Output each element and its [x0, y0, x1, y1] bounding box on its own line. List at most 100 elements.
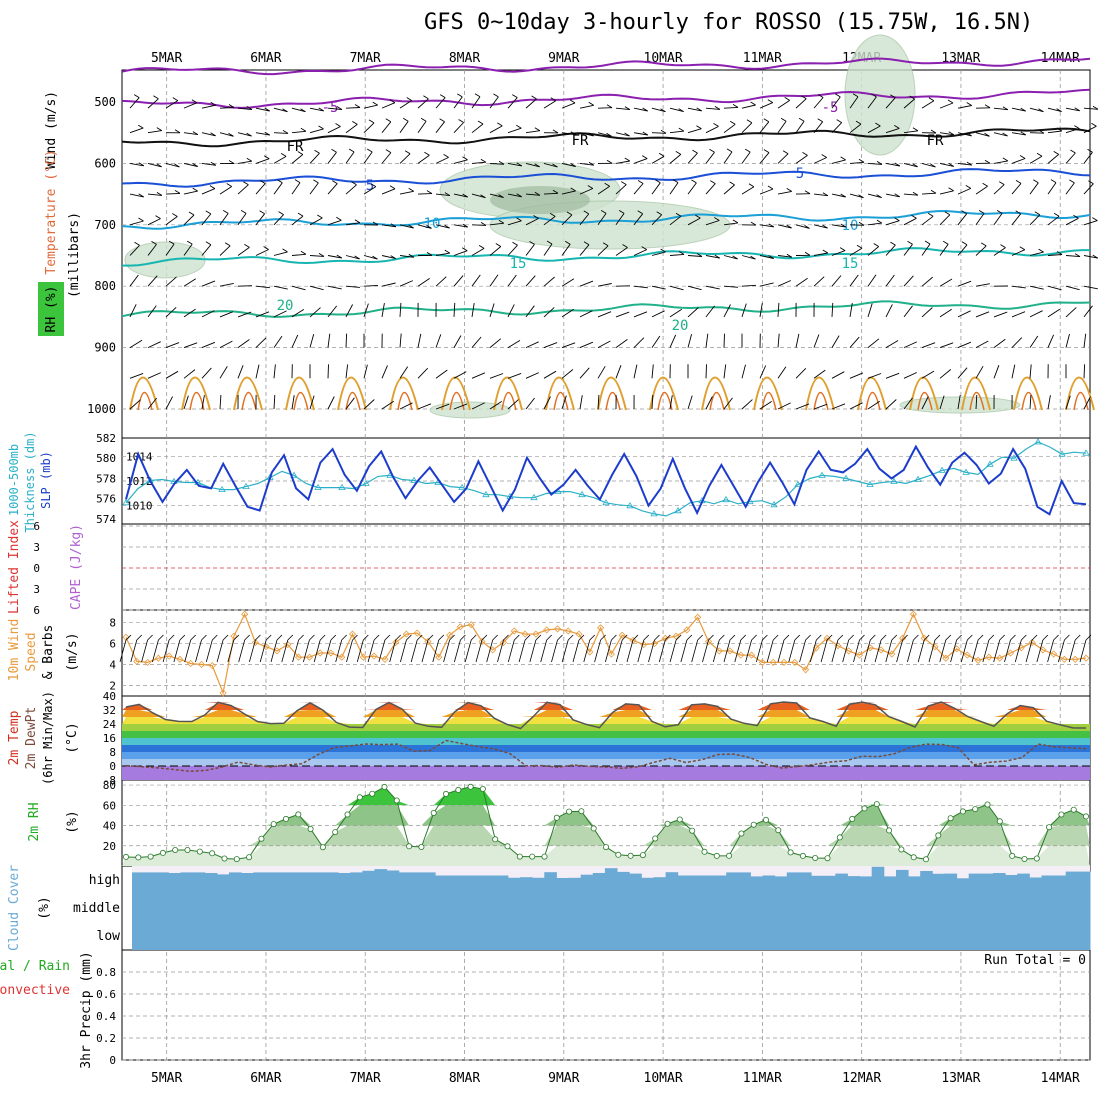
wind-barb-flag	[1019, 246, 1026, 251]
wind10-barb-flag	[945, 634, 952, 641]
wind-barb	[921, 276, 933, 287]
wind-barb-flag	[948, 163, 954, 167]
wind10-point	[963, 651, 971, 659]
rh-point	[886, 827, 893, 834]
wind10-point	[295, 653, 303, 661]
wind-barb-flag	[583, 210, 590, 215]
wind-barb	[255, 364, 260, 379]
cloud-bar	[871, 866, 885, 950]
wind-barb	[687, 152, 698, 164]
wind-barb	[237, 160, 252, 164]
wind-barb	[723, 222, 738, 226]
wind10-barb	[238, 639, 246, 663]
wind-barb	[381, 255, 396, 260]
thickness-tick: 582	[96, 432, 116, 445]
wind-barb	[345, 184, 357, 195]
wind-barb	[867, 338, 880, 348]
wind10-barb-flag	[578, 634, 585, 641]
wind-barb-flag	[389, 185, 396, 190]
wind-barb-flag	[928, 97, 935, 102]
temp-band	[122, 752, 1090, 759]
wind-barb	[327, 126, 341, 134]
rh-point	[627, 852, 634, 859]
isotherm-label: 5	[796, 166, 804, 182]
rh-point	[184, 847, 191, 854]
wind-barb-flag	[907, 240, 913, 245]
wind10-point	[338, 653, 346, 661]
wind-barb-flag	[691, 179, 697, 184]
wind-barb	[867, 400, 880, 410]
temp-band	[122, 759, 1090, 766]
wind-barb	[687, 255, 703, 257]
wind-barb-flag	[660, 248, 666, 253]
wind10-point	[650, 640, 659, 648]
wind10-barb-flag	[147, 634, 153, 641]
wind-barb	[813, 157, 827, 164]
wind-barb	[885, 127, 900, 134]
isotherm-label: -5	[822, 100, 839, 116]
cloud-bar	[714, 875, 727, 950]
wind-barb	[633, 158, 648, 164]
wind-barb	[291, 182, 301, 195]
wind-barb	[183, 243, 193, 256]
wind10-tick: 4	[109, 659, 116, 672]
wind-barb-flag	[822, 249, 829, 254]
wind-barb	[831, 224, 846, 228]
wind-barb-flag	[780, 117, 787, 122]
rh-point	[812, 855, 819, 862]
wind-barb	[201, 367, 212, 379]
wind-barb	[579, 341, 594, 349]
isotherm-label: 15	[510, 256, 527, 272]
wind-barb	[309, 128, 324, 134]
wind10-point	[726, 647, 734, 655]
wind-barb	[723, 255, 738, 260]
wind-barb	[147, 130, 162, 134]
wind-barb	[723, 333, 725, 348]
wind-barb-flag	[385, 149, 392, 153]
wind-barb	[255, 285, 270, 289]
wind10-barb-flag	[977, 634, 984, 641]
wind-barb-flag	[240, 210, 247, 214]
wind-barb	[489, 303, 495, 318]
isotherm-label: 10	[424, 216, 441, 232]
wind-barb-flag	[695, 214, 701, 219]
wind10-barb	[734, 639, 742, 663]
wind-barb	[435, 276, 447, 287]
wind-barb	[741, 104, 756, 109]
cloud-bar	[604, 868, 618, 950]
wind-barb	[651, 285, 666, 290]
wind-barb	[471, 402, 485, 410]
thickness-tick: 576	[96, 493, 116, 506]
wind-barb-flag	[658, 152, 665, 157]
cloud-bar	[689, 875, 703, 950]
warm-contour	[181, 376, 211, 411]
wind-barb	[633, 364, 638, 379]
wind10-barb	[928, 639, 936, 663]
wind-barb	[453, 302, 456, 317]
wind-barb-flag	[840, 156, 846, 161]
wind10-point	[446, 631, 454, 639]
wind-barb-flag	[1074, 107, 1080, 112]
stability-tick: 0	[33, 562, 40, 575]
wind-barb	[201, 280, 216, 287]
wind-barb-flag	[839, 247, 846, 251]
warm-contour-inner	[865, 391, 881, 411]
wind-barb-flag	[332, 180, 338, 184]
wind10-barb	[939, 639, 947, 663]
wind-barb	[237, 365, 244, 379]
cloud-bar	[386, 870, 400, 950]
thickness-ylabel-1: 1000-500mb	[7, 444, 21, 516]
wind10-barb-flag	[158, 634, 164, 641]
wind-barb	[579, 132, 594, 137]
level-tick-label: 600	[94, 156, 116, 170]
wind-barb-flag	[172, 97, 179, 101]
thickness-point	[578, 490, 586, 498]
wind-barb-flag	[678, 251, 685, 255]
wind-barb	[669, 107, 684, 113]
wind-barb-flag	[894, 193, 900, 198]
wind-barb	[309, 152, 320, 164]
wind-barb	[327, 219, 342, 226]
cloud-bar	[1029, 877, 1042, 950]
wind-barb-flag	[354, 104, 361, 108]
wind-barb-flag	[961, 210, 967, 215]
